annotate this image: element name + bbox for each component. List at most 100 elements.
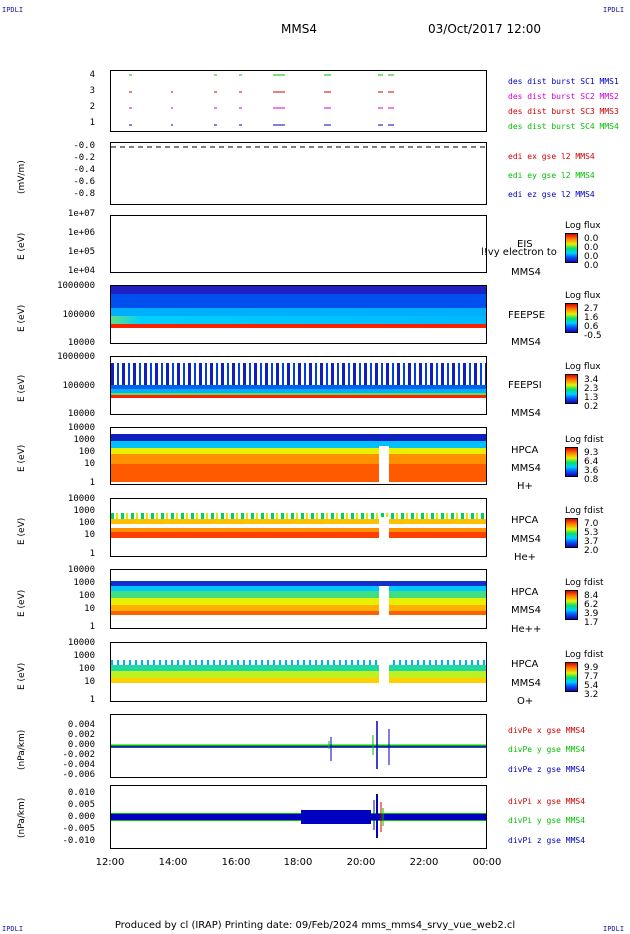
hpca-o-instrument: HPCA: [511, 659, 539, 670]
divpi-ytick: -0.010: [62, 836, 95, 846]
edi-ytick: -0.6: [73, 177, 95, 187]
feepse-instrument: FEEPSE: [508, 310, 546, 321]
hpca-he-band: [111, 532, 486, 538]
hpca-he-ytick: 10: [84, 530, 95, 540]
corner-mark-top-left: IPDLI: [2, 6, 24, 14]
burst-legend-mms2: des dist burst SC2 MMS2: [508, 92, 619, 101]
corner-mark-top-right: IPDLI: [603, 6, 625, 14]
hpca-o-colorbar-title: Log fdist: [565, 650, 604, 660]
feepse-colorbar: [565, 303, 578, 333]
hpca-h-band: [111, 434, 486, 441]
hpca-o-ytick: 10: [84, 677, 95, 687]
divpe-ytick: -0.006: [62, 770, 95, 780]
feepsi-ytick: 100000: [62, 381, 95, 391]
divpi-ytick: -0.005: [62, 824, 95, 834]
burst-markers: [129, 74, 394, 126]
divpi-panel: [110, 785, 487, 849]
hpca-he-band: [111, 519, 486, 524]
hpca-h-ytick: 100: [78, 447, 95, 457]
hpca-he2-band: [111, 605, 486, 611]
divpe-ytick: 0.002: [67, 730, 95, 740]
hpca-h-band: [111, 441, 486, 448]
hpca-o-panel: [110, 642, 487, 702]
feepse-colorbar-value: 2.7: [584, 304, 599, 314]
burst-legend-mms4: des dist burst SC4 MMS4: [508, 122, 619, 131]
hpca-he-colorbar-value: 5.3: [584, 528, 599, 538]
hpca-o-ytick: 10000: [67, 638, 95, 648]
eis-ytick: 1e+07: [67, 209, 95, 219]
edi-ytick: -0.0: [73, 141, 95, 151]
hpca-o-band: [111, 671, 486, 678]
hpca-he2-colorbar-value: 1.7: [584, 618, 599, 628]
feepse-colorbar-value: -0.5: [584, 331, 602, 341]
feepse-band: [111, 294, 486, 308]
feepsi-colorbar: [565, 374, 578, 404]
hpca-h-panel: [110, 427, 487, 485]
hpca-he2-band: [111, 598, 486, 605]
hpca-o-colorbar-value: 5.4: [584, 681, 599, 691]
hpca-he-ytick: 1000: [73, 506, 95, 516]
divpi-legend-y: divPi y gse MMS4: [508, 816, 586, 825]
eis-colorbar-title: Log flux: [565, 221, 601, 231]
feepsi-colorbar-value: 3.4: [584, 375, 599, 385]
eis-colorbar-value: 0.0: [584, 252, 599, 262]
hpca-h-colorbar-value: 9.3: [584, 448, 599, 458]
hpca-h-ytick: 1: [89, 478, 95, 488]
feepse-band: [111, 286, 486, 294]
burst-legend-mms1: des dist burst SC1 MMS1: [508, 77, 619, 86]
divpi-z-burst: [301, 810, 371, 824]
hpca-h-gap: [379, 446, 389, 484]
feepsi-ytick: 10000: [67, 409, 95, 419]
edi-ytick: -0.2: [73, 153, 95, 163]
eis-overlay-label: l!vy electron to: [481, 247, 557, 258]
divpe-ytick: 0.000: [67, 740, 95, 750]
hpca-he-panel: [110, 498, 487, 557]
hpca-he-spacecraft: MMS4: [511, 534, 541, 545]
hpca-h-species: H+: [517, 481, 533, 492]
feepsi-panel: [110, 356, 487, 415]
hpca-he2-colorbar: [565, 590, 578, 620]
hpca-he2-colorbar-value: 6.2: [584, 600, 599, 610]
edi-panel: [110, 142, 487, 205]
hpca-o-band: [111, 665, 486, 671]
x-tick-label: 12:00: [95, 857, 125, 868]
feepsi-band: [111, 393, 486, 395]
x-tick-label: 14:00: [158, 857, 188, 868]
hpca-he-colorbar-value: 2.0: [584, 546, 599, 556]
hpca-h-ytick: 10000: [67, 423, 95, 433]
hpca-h-colorbar: [565, 447, 578, 477]
hpca-o-colorbar-value: 7.7: [584, 672, 599, 682]
hpca-h-ytick: 10: [84, 459, 95, 469]
divpe-panel: [110, 714, 487, 778]
feepse-band: [111, 324, 486, 328]
hpca-o-ytick: 1000: [73, 651, 95, 661]
divpi-ytick: 0.005: [67, 800, 95, 810]
hpca-he-gap: [379, 517, 389, 556]
x-tick-label: 18:00: [283, 857, 313, 868]
edi-legend-ex: edi ex gse l2 MMS4: [508, 152, 595, 161]
hpca-he2-ytick: 100: [78, 591, 95, 601]
x-tick-label: 16:00: [221, 857, 251, 868]
feepsi-instrument: FEEPSI: [508, 380, 542, 391]
hpca-he2-gap: [379, 586, 389, 628]
divpe-legend-y: divPe y gse MMS4: [508, 745, 586, 754]
hpca-o-colorbar-value: 3.2: [584, 690, 599, 700]
hpca-he-band: [111, 513, 486, 519]
burst-panel: [110, 70, 487, 132]
feepsi-band: [111, 363, 486, 385]
hpca-he-ytick: 100: [78, 518, 95, 528]
hpca-h-ytick: 1000: [73, 435, 95, 445]
hpca-h-colorbar-value: 6.4: [584, 457, 599, 467]
hpca-he2-panel: [110, 569, 487, 629]
feepse-panel: [110, 285, 487, 344]
hpca-he2-band: [111, 586, 486, 591]
hpca-he2-colorbar-title: Log fdist: [565, 578, 604, 588]
hpca-he-ytick: 1: [89, 549, 95, 559]
page-title: MMS4: [281, 22, 317, 36]
feepse-ytick: 10000: [67, 338, 95, 348]
hpca-he2-species: He++: [511, 624, 542, 635]
feepsi-band: [111, 389, 486, 393]
feepsi-colorbar-value: 2.3: [584, 384, 599, 394]
hpca-he2-band: [111, 591, 486, 598]
eis-panel: [110, 215, 487, 273]
